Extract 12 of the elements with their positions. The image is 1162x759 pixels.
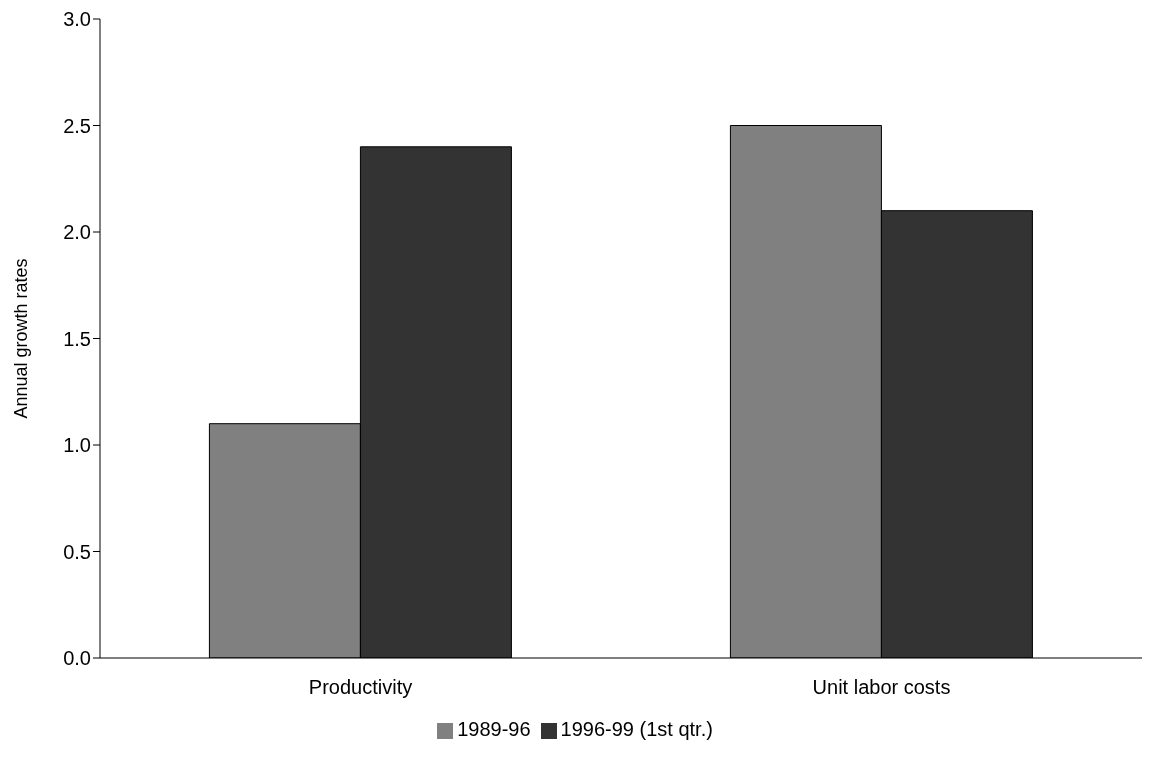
y-tick-label: 2.5 xyxy=(63,114,91,137)
y-tick-label: 3.0 xyxy=(63,8,91,31)
y-tick-label: 2.0 xyxy=(63,221,91,244)
y-axis-title: Annual growth rates xyxy=(11,258,32,419)
legend-label: 1996-99 (1st qtr.) xyxy=(560,718,713,740)
legend-label: 1989-96 xyxy=(457,718,531,740)
x-tick-label: Productivity xyxy=(308,676,413,699)
y-tick-label: 0.5 xyxy=(63,540,91,563)
y-tick-label: 1.0 xyxy=(63,434,91,457)
y-tick-label: 0.0 xyxy=(63,647,91,670)
y-tick-label: 1.5 xyxy=(63,327,91,350)
x-tick-label: Unit labor costs xyxy=(812,676,951,699)
